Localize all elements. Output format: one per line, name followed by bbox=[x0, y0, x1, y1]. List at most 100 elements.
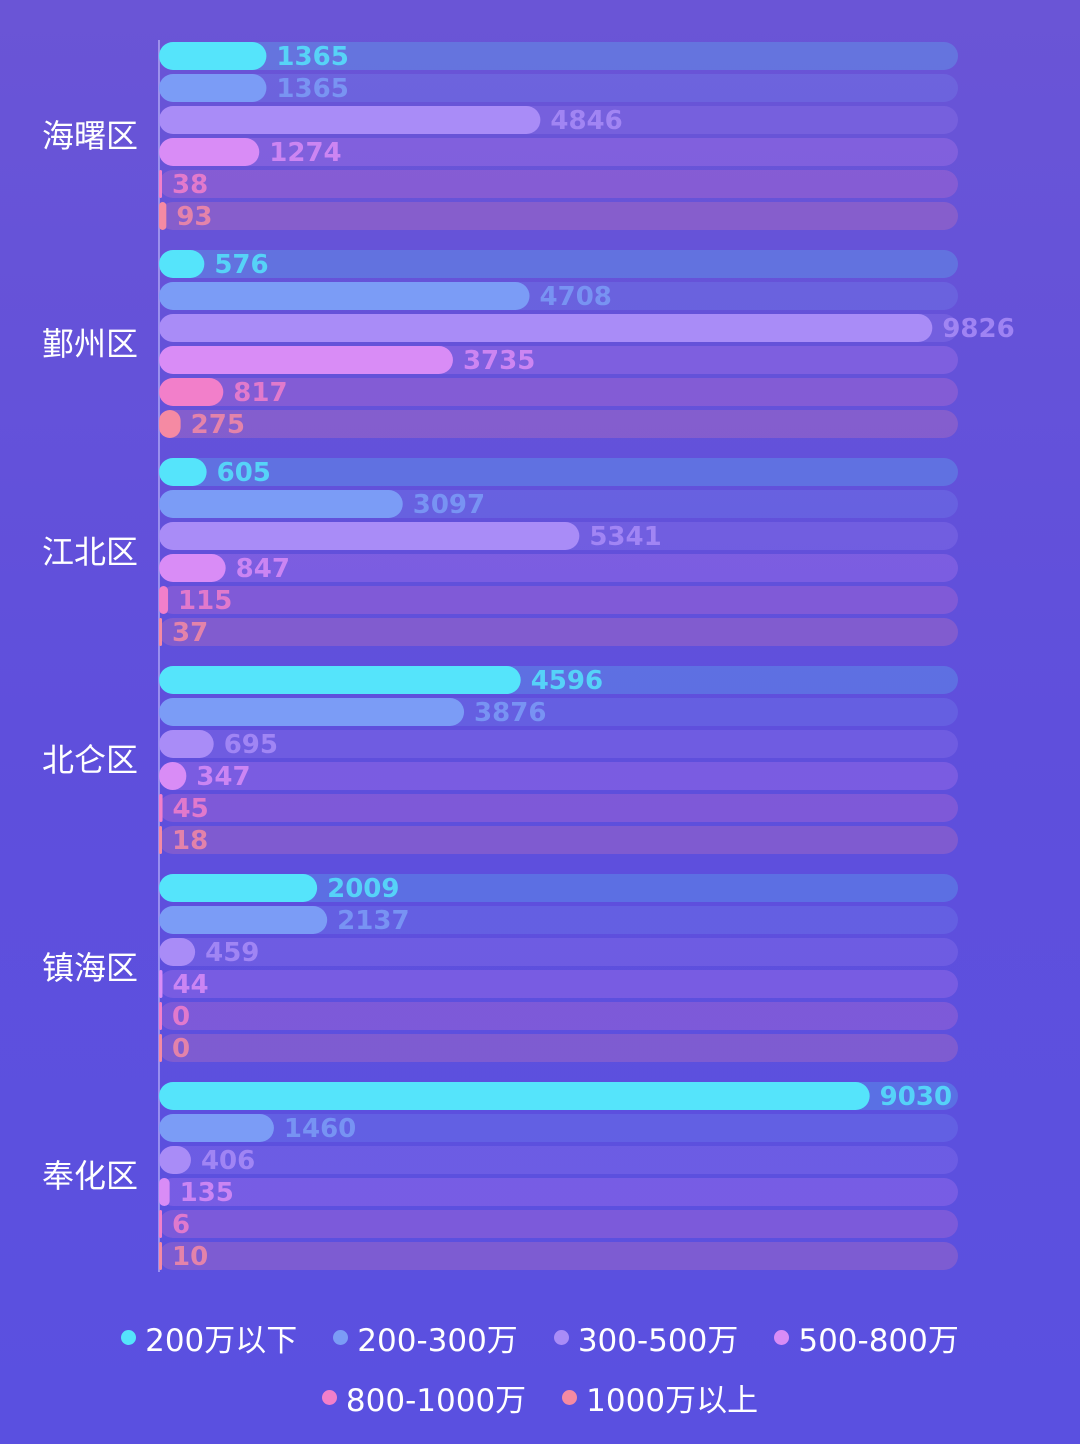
bar-track bbox=[159, 970, 958, 998]
value-label: 93 bbox=[176, 202, 212, 232]
bar bbox=[159, 586, 169, 614]
bar bbox=[159, 1210, 162, 1238]
bar-track bbox=[159, 1002, 958, 1030]
legend-label: 300-500万 bbox=[577, 1323, 739, 1359]
legend-dot-icon bbox=[121, 1330, 137, 1345]
value-label: 695 bbox=[224, 730, 278, 760]
value-label: 2009 bbox=[327, 874, 399, 904]
bar-track bbox=[159, 74, 958, 102]
bar-track bbox=[159, 618, 958, 646]
bar bbox=[159, 346, 453, 374]
bar bbox=[159, 138, 260, 166]
legend-item: 200万以下 bbox=[121, 1315, 297, 1360]
legend-row: 200万以下 200-300万 300-500万 500-800万 bbox=[0, 1315, 1080, 1360]
category-label: 奉化区 bbox=[42, 1157, 138, 1195]
bar-track bbox=[159, 1146, 958, 1174]
bar-track bbox=[159, 250, 958, 278]
bar-track bbox=[159, 874, 958, 902]
bar bbox=[159, 106, 541, 134]
value-label: 1365 bbox=[276, 74, 348, 104]
bar bbox=[159, 42, 267, 70]
bar bbox=[159, 762, 187, 790]
legend-dot-icon bbox=[333, 1330, 349, 1345]
value-label: 1365 bbox=[276, 42, 348, 72]
bar-track bbox=[159, 42, 958, 70]
bar-track bbox=[159, 378, 958, 406]
bar bbox=[159, 74, 267, 102]
bar-track bbox=[159, 1034, 958, 1062]
value-label: 0 bbox=[172, 1002, 190, 1032]
bar bbox=[159, 826, 162, 854]
value-label: 1460 bbox=[284, 1114, 356, 1144]
bar bbox=[159, 378, 224, 406]
bar-track bbox=[159, 1178, 958, 1206]
bar bbox=[159, 1242, 162, 1270]
legend: 200万以下 200-300万 300-500万 500-800万 800-1000万… bbox=[0, 1305, 1080, 1435]
value-label: 4846 bbox=[550, 106, 622, 136]
value-label: 3876 bbox=[474, 698, 546, 728]
bar bbox=[159, 314, 933, 342]
legend-item: 800-1000万 bbox=[321, 1375, 527, 1420]
value-label: 5341 bbox=[589, 522, 661, 552]
category-label: 江北区 bbox=[42, 533, 138, 571]
value-label: 605 bbox=[217, 458, 271, 488]
bar-track bbox=[159, 1210, 958, 1238]
value-label: 6 bbox=[172, 1210, 190, 1240]
bar bbox=[159, 202, 167, 230]
bar-track bbox=[159, 906, 958, 934]
value-label: 9030 bbox=[880, 1082, 952, 1112]
value-label: 135 bbox=[180, 1178, 234, 1208]
value-label: 275 bbox=[191, 410, 245, 440]
value-label: 3097 bbox=[413, 490, 485, 520]
legend-item: 200-300万 bbox=[333, 1315, 518, 1360]
category-label: 北仑区 bbox=[42, 741, 138, 779]
legend-row: 800-1000万 1000万以上 bbox=[0, 1375, 1080, 1420]
value-label: 4708 bbox=[540, 282, 612, 312]
bar-track bbox=[159, 554, 958, 582]
legend-item: 1000万以上 bbox=[562, 1375, 758, 1420]
value-label: 459 bbox=[205, 938, 259, 968]
bar bbox=[159, 698, 465, 726]
bar-track bbox=[159, 730, 958, 758]
bar bbox=[159, 170, 162, 198]
bar bbox=[159, 1146, 191, 1174]
legend-label: 200万以下 bbox=[145, 1323, 298, 1359]
value-label: 4596 bbox=[531, 666, 603, 696]
value-label: 37 bbox=[172, 618, 208, 648]
value-label: 576 bbox=[214, 250, 268, 280]
value-label: 10 bbox=[172, 1242, 208, 1272]
bar bbox=[159, 874, 318, 902]
category-label: 镇海区 bbox=[42, 949, 138, 987]
bar bbox=[159, 970, 163, 998]
bar bbox=[159, 618, 162, 646]
legend-dot-icon bbox=[321, 1390, 337, 1405]
bar-track bbox=[159, 170, 958, 198]
legend-dot-icon bbox=[774, 1330, 790, 1345]
legend-dot-icon bbox=[562, 1390, 578, 1405]
value-label: 18 bbox=[172, 826, 208, 856]
legend-label: 500-800万 bbox=[798, 1323, 959, 1359]
bar-track bbox=[159, 410, 958, 438]
bar bbox=[159, 282, 530, 310]
value-label: 115 bbox=[178, 586, 232, 616]
legend-label: 200-300万 bbox=[357, 1323, 518, 1359]
bar-track bbox=[159, 794, 958, 822]
value-label: 3735 bbox=[463, 346, 535, 376]
bar-track bbox=[159, 138, 958, 166]
value-label: 1274 bbox=[269, 138, 341, 168]
bars bbox=[159, 42, 958, 1270]
bar-track bbox=[159, 762, 958, 790]
bar bbox=[159, 730, 214, 758]
legend-label: 800-1000万 bbox=[345, 1383, 527, 1419]
bar-track bbox=[159, 826, 958, 854]
value-label: 44 bbox=[172, 970, 208, 1000]
category-label: 鄞州区 bbox=[42, 325, 138, 363]
bar bbox=[159, 1034, 162, 1062]
bar bbox=[159, 250, 205, 278]
value-label: 406 bbox=[201, 1146, 255, 1176]
bar bbox=[159, 1178, 170, 1206]
bar-track bbox=[159, 202, 958, 230]
bar bbox=[159, 794, 163, 822]
